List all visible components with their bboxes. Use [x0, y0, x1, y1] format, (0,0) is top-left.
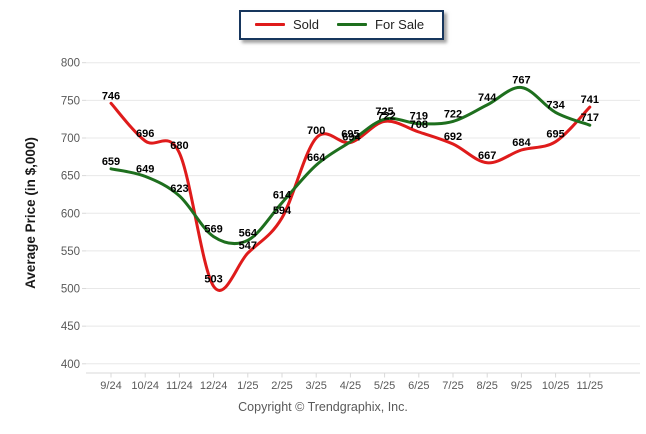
for-sale-data-label: 659 — [102, 156, 120, 168]
for-sale-data-label: 614 — [273, 190, 292, 202]
chart-legend: Sold For Sale — [239, 10, 445, 40]
for-sale-data-label: 664 — [307, 152, 326, 164]
sold-data-label: 741 — [581, 94, 599, 106]
copyright-text: Copyright © Trendgraphix, Inc. — [238, 400, 408, 414]
sold-data-label: 695 — [546, 129, 564, 141]
x-tick-label: 9/25 — [511, 380, 532, 392]
x-tick-label: 9/24 — [100, 380, 121, 392]
sold-data-label: 722 — [377, 110, 395, 122]
y-tick-label: 600 — [61, 208, 80, 220]
for-sale-data-label: 722 — [444, 108, 462, 120]
sold-data-label: 667 — [478, 150, 496, 162]
for-sale-data-label: 564 — [239, 227, 258, 239]
for-sale-data-label: 734 — [546, 99, 565, 111]
y-tick-label: 700 — [61, 133, 80, 145]
sold-data-label: 692 — [444, 131, 462, 143]
y-tick-label: 500 — [61, 284, 80, 296]
for-sale-data-label: 719 — [410, 111, 428, 123]
x-tick-label: 1/25 — [237, 380, 258, 392]
legend-item-for-sale[interactable]: For Sale — [337, 17, 424, 32]
x-tick-label: 5/25 — [374, 380, 395, 392]
sold-data-label: 700 — [307, 125, 325, 137]
x-tick-label: 2/25 — [271, 380, 292, 392]
x-tick-label: 10/25 — [542, 380, 570, 392]
sold-data-label: 680 — [170, 140, 188, 152]
for-sale-line — [109, 85, 592, 246]
sold-data-label: 746 — [102, 90, 120, 102]
x-tick-label: 7/25 — [442, 380, 463, 392]
y-tick-label: 750 — [61, 95, 80, 107]
for-sale-data-label: 717 — [581, 112, 599, 124]
sold-data-label: 708 — [410, 119, 428, 131]
y-tick-label: 650 — [61, 171, 80, 183]
y-axis-title: Average Price (in $,000) — [23, 137, 38, 289]
y-tick-label: 800 — [61, 58, 80, 70]
x-tick-label: 4/25 — [340, 380, 361, 392]
sold-data-label: 694 — [342, 131, 361, 143]
x-tick-label: 3/25 — [305, 380, 326, 392]
x-tick-label: 11/24 — [166, 380, 193, 392]
for-sale-data-label: 623 — [170, 183, 188, 195]
for-sale-data-label: 767 — [512, 75, 530, 87]
sold-data-label: 684 — [512, 137, 531, 149]
for-sale-line-swatch — [337, 23, 368, 26]
y-tick-label: 450 — [61, 321, 80, 333]
sold-line-swatch — [255, 23, 285, 26]
for-sale-data-label: 695 — [341, 129, 359, 141]
y-tick-label: 400 — [61, 359, 80, 371]
for-sale-data-label: 569 — [204, 224, 222, 236]
x-tick-label: 8/25 — [476, 380, 497, 392]
x-tick-label: 12/24 — [200, 380, 228, 392]
for-sale-data-label: 744 — [478, 92, 497, 104]
legend-label-for-sale: For Sale — [375, 17, 425, 32]
for-sale-data-label: 725 — [375, 106, 393, 118]
legend-label-sold: Sold — [293, 17, 320, 32]
x-tick-label: 10/24 — [131, 380, 159, 392]
sold-data-label: 503 — [204, 273, 222, 285]
x-tick-label: 6/25 — [408, 380, 429, 392]
x-tick-label: 11/25 — [576, 380, 603, 392]
sold-data-label: 594 — [273, 205, 292, 217]
for-sale-data-label: 649 — [136, 163, 154, 175]
legend-item-sold[interactable]: Sold — [255, 17, 319, 32]
y-tick-label: 550 — [61, 246, 80, 258]
sold-data-label: 547 — [239, 240, 257, 252]
sold-data-label: 696 — [136, 128, 154, 140]
sold-line — [109, 101, 592, 292]
